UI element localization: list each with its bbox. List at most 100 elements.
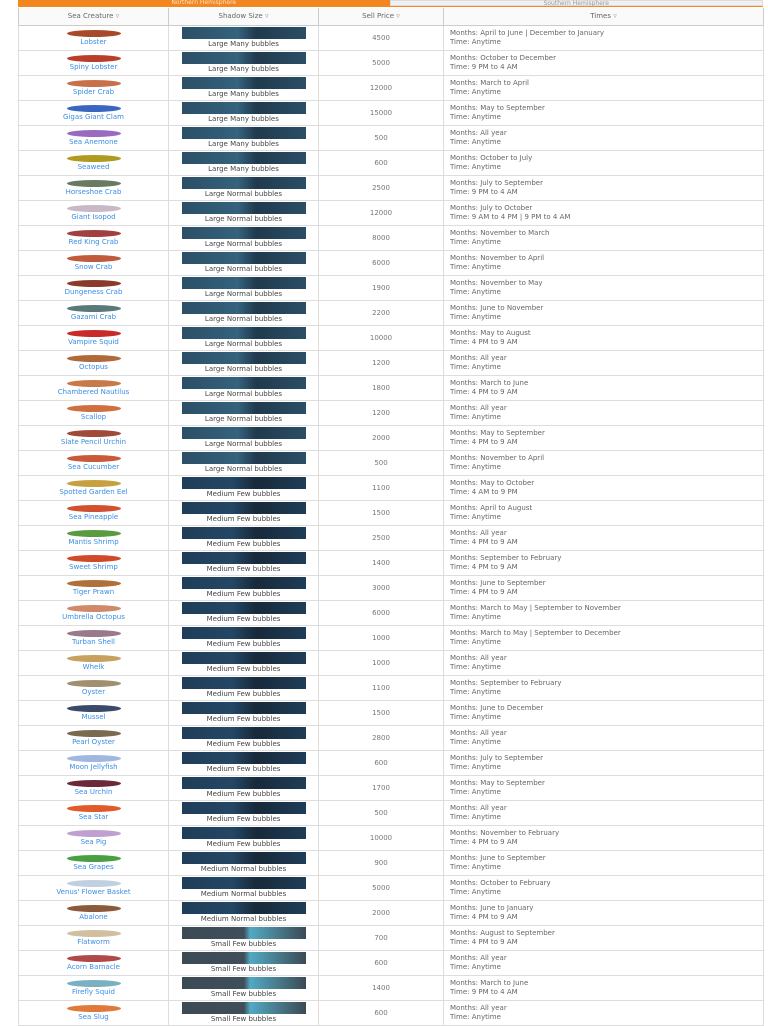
sort-icon: ▿	[613, 12, 617, 21]
time-value: 4 PM to 9 AM	[471, 387, 518, 396]
creature-link[interactable]: Whelk	[82, 662, 105, 671]
creature-link[interactable]: Flatworm	[77, 937, 110, 946]
creature-link[interactable]: Lobster	[80, 37, 107, 46]
creature-link[interactable]: Slate Pencil Urchin	[60, 437, 127, 446]
creature-link[interactable]: Spider Crab	[72, 87, 115, 96]
tab-northern-hemisphere[interactable]: Northern Hemisphere	[18, 0, 390, 6]
creature-link[interactable]: Abalone	[79, 912, 108, 921]
months-label: Months:	[450, 678, 478, 687]
months-value: May to September	[480, 103, 545, 112]
time-line: Time: 4 PM to 9 AM	[450, 913, 763, 922]
time-label: Time:	[450, 387, 470, 396]
time-value: 4 PM to 9 AM	[471, 837, 518, 846]
creature-link[interactable]: Mantis Shrimp	[68, 537, 119, 546]
creature-link[interactable]: Pearl Oyster	[72, 737, 115, 746]
creature-link[interactable]: Firefly Squid	[72, 987, 115, 996]
creature-link[interactable]: Sea Cucumber	[67, 462, 120, 471]
months-value: June to September	[480, 578, 546, 587]
months-value: All year	[480, 128, 507, 137]
creature-link[interactable]: Gigas Giant Clam	[63, 112, 124, 121]
creature-link[interactable]: Mussel	[81, 712, 106, 721]
column-header-price[interactable]: Sell Price ▿	[318, 8, 444, 26]
times-cell: Months: March to June Time: 9 PM to 4 AM	[443, 975, 764, 1001]
creature-cell: Flatworm	[18, 925, 169, 951]
months-value: May to September	[480, 778, 545, 787]
months-label: Months:	[450, 353, 478, 362]
creature-link[interactable]: Octopus	[79, 362, 108, 371]
time-value: Anytime	[471, 812, 501, 821]
creature-link[interactable]: Turban Shell	[72, 637, 115, 646]
creature-link[interactable]: Sea Urchin	[74, 787, 113, 796]
time-line: Time: Anytime	[450, 88, 763, 97]
column-header-creature[interactable]: Sea Creature ▿	[18, 8, 169, 26]
creature-link[interactable]: Gazami Crab	[70, 312, 117, 321]
creature-link[interactable]: Vampire Squid	[68, 337, 119, 346]
sell-price: 2500	[318, 175, 444, 201]
creature-link[interactable]: Moon Jellyfish	[69, 762, 118, 771]
table-row: Abalone Medium Normal bubbles 2000 Months: …	[18, 900, 764, 926]
shadow-size: Large	[208, 65, 228, 73]
time-line: Time: 4 PM to 9 AM	[450, 938, 763, 947]
creature-link[interactable]: Sweet Shrimp	[69, 562, 118, 571]
shadow-cell: Large Many bubbles	[168, 150, 319, 176]
creature-link[interactable]: Venus' Flower Basket	[56, 887, 131, 896]
column-header-shadow[interactable]: Shadow Size ▿	[168, 8, 319, 26]
creature-link[interactable]: Tiger Prawn	[72, 587, 115, 596]
table-row: Flatworm Small Few bubbles 700 Months: Augu…	[18, 925, 764, 951]
sell-price: 12000	[318, 75, 444, 101]
creature-link[interactable]: Spotted Garden Eel	[59, 487, 128, 496]
months-label: Months:	[450, 903, 478, 912]
creature-image	[66, 54, 121, 62]
column-header-times[interactable]: Times ▿	[443, 8, 764, 26]
times-cell: Months: March to April Time: Anytime	[443, 75, 764, 101]
shadow-size: Large	[204, 415, 225, 423]
time-label: Time:	[450, 137, 470, 146]
time-label: Time:	[450, 837, 470, 846]
creature-link[interactable]: Sea Pineapple	[68, 512, 119, 521]
creature-link[interactable]: Oyster	[81, 687, 106, 696]
tab-southern-hemisphere[interactable]: Southern Hemisphere	[389, 0, 763, 7]
creature-link[interactable]: Spiny Lobster	[69, 62, 118, 71]
months-line: Months: August to September	[450, 929, 763, 938]
months-label: Months:	[450, 378, 478, 387]
shadow-bubbles: Normal bubbles	[231, 890, 287, 898]
times-cell: Months: All year Time: Anytime	[443, 650, 764, 676]
creature-link[interactable]: Horseshoe Crab	[65, 187, 122, 196]
creature-link[interactable]: Umbrella Octopus	[62, 612, 125, 621]
creature-link[interactable]: Scallop	[80, 412, 107, 421]
table-row: Sweet Shrimp Medium Few bubbles 1400 Months…	[18, 550, 764, 576]
months-line: Months: July to October	[450, 204, 763, 213]
creature-link[interactable]: Red King Crab	[68, 237, 119, 246]
creature-link[interactable]: Sea Star	[78, 812, 109, 821]
time-value: 4 AM to 9 PM	[471, 487, 518, 496]
shadow-size: Large	[204, 240, 225, 248]
time-label: Time:	[450, 587, 470, 596]
creature-link[interactable]: Chambered Nautilus	[57, 387, 130, 396]
time-label: Time:	[450, 287, 470, 296]
shadow-image	[181, 377, 306, 389]
creature-link[interactable]: Dungeness Crab	[64, 287, 123, 296]
time-label: Time:	[450, 462, 470, 471]
shadow-cell: Large Normal bubbles	[168, 350, 319, 376]
shadow-cell: Medium Few bubbles	[168, 800, 319, 826]
time-value: Anytime	[471, 512, 501, 521]
creature-link[interactable]: Acorn Barnacle	[67, 962, 120, 971]
months-line: Months: May to September	[450, 779, 763, 788]
creature-link[interactable]: Snow Crab	[74, 262, 113, 271]
shadow-image	[181, 577, 306, 589]
creature-link[interactable]: Sea Slug	[78, 1012, 109, 1021]
creature-link[interactable]: Sea Grapes	[73, 862, 114, 871]
creature-cell: Lobster	[18, 25, 169, 51]
sell-price: 1100	[318, 475, 444, 501]
shadow-image	[181, 977, 306, 989]
table-body: Lobster Large Many bubbles 4500 Months: Apr…	[18, 25, 764, 1026]
creature-cell: Mussel	[18, 700, 169, 726]
sell-price: 500	[318, 800, 444, 826]
months-line: Months: March to May | September to Dece…	[450, 629, 763, 638]
creature-link[interactable]: Sea Anemone	[69, 137, 118, 146]
creature-link[interactable]: Sea Pig	[80, 837, 107, 846]
times-cell: Months: October to December Time: 9 PM to…	[443, 50, 764, 76]
times-cell: Months: All year Time: Anytime	[443, 1000, 764, 1026]
creature-link[interactable]: Seaweed	[77, 162, 110, 171]
creature-link[interactable]: Giant Isopod	[71, 212, 116, 221]
